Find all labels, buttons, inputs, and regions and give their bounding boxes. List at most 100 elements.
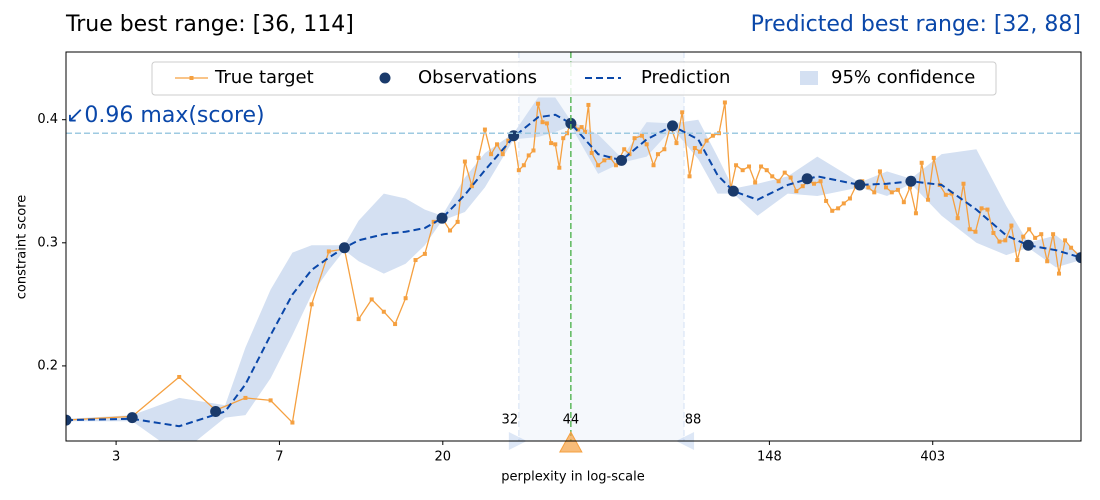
true-target-point [931,155,936,160]
observation [565,117,577,129]
true-target-point [883,185,888,190]
true-target-point [462,159,467,164]
true-target-point [589,150,594,155]
true-target-point [549,141,554,146]
observation [126,412,138,424]
true-target-point [1063,238,1068,243]
true-target-point [544,121,549,126]
legend-label: Prediction [641,67,730,88]
x-axis-label: perplexity in log-scale [501,470,644,485]
predicted-title: Predicted best range: [32, 88] [751,12,1081,37]
true-target-point [356,317,361,322]
true-target-point [557,165,562,170]
true-target-point [1051,232,1056,237]
true-target-point [967,227,972,232]
true-target-line [66,102,1081,424]
true-target-point [403,296,408,301]
true-target-point [782,170,787,175]
true-target-point [1045,259,1050,264]
true-target-point [955,216,960,221]
range-label: 32 [502,413,519,428]
true-target-point [908,185,913,190]
true-target-point [991,230,996,235]
x-tick-label: 3 [112,450,120,465]
true-target-point [1015,258,1020,263]
observation [854,179,866,191]
best-label: 44 [563,413,580,428]
true-target-point [622,147,627,152]
threshold-annotation: ↙0.96 max(score) [66,103,265,128]
true-target-point [692,146,697,151]
true-target-point [687,174,692,179]
true-target-point [764,168,769,173]
legend-label: 95% confidence [831,67,975,88]
true-target-point [913,211,918,216]
true-target-point [369,297,374,302]
observation [338,242,350,254]
observation [727,185,739,197]
x-tick-label: 20 [435,450,452,465]
true-target-point [309,302,314,307]
true-target-point [734,163,739,168]
true-target-point [1003,238,1008,243]
true-target-point [531,148,536,153]
true-target-point [583,130,588,135]
x-tick-label: 148 [757,450,782,465]
legend-swatch [189,76,194,80]
best-marker [558,430,583,453]
true-target-point [722,100,727,105]
true-target-point [985,207,990,212]
y-axis-label: constraint score [15,195,30,300]
true-target-point [680,110,685,115]
y-tick-label: 0.2 [37,358,58,373]
true-target-point [506,138,511,143]
observation [905,175,917,187]
true-target-point [776,179,781,184]
true-target-point [268,398,273,403]
true-target-point [1069,245,1074,250]
true-target-point [608,155,613,160]
observation [66,414,72,426]
true-target-point [1027,227,1032,232]
true-target-point [596,163,601,168]
true-target-point [455,219,460,224]
x-tick-label: 403 [920,450,945,465]
observation [616,154,628,166]
legend-box [151,61,997,96]
observation [801,173,813,185]
true-target-point [812,181,817,186]
true-target-point [800,184,805,189]
true-target-point [495,142,500,147]
true-target-point [877,169,882,174]
true-target-point [516,168,521,173]
true-target-point [476,155,481,160]
true-target-point [830,208,835,213]
true-target-point [579,125,584,130]
true-target-point [818,179,823,184]
true-target-point [836,206,841,211]
true-target-point [655,152,660,157]
true-target-point [889,190,894,195]
true-target-point [651,163,656,168]
true-target-point [565,131,570,136]
true-target-point [973,229,978,234]
prediction-line [66,113,1081,428]
true-target-point [576,127,581,132]
true-target-point [943,192,948,197]
true-target-point [448,228,453,233]
true-target-point [469,184,474,189]
true-target-point [644,142,649,147]
legend-swatch [800,71,818,85]
true-target-point [841,201,846,206]
true-target-point [602,158,607,163]
true-target-point [740,168,745,173]
chart-title: True best range: [36, 114] [65,12,354,37]
confidence-band [66,97,1081,441]
observation [1075,252,1081,264]
true-target-point [770,174,775,179]
true-target-point [1009,223,1014,228]
true-target-point [177,374,182,379]
true-target-point [704,138,709,143]
true-target-point [674,141,679,146]
legend-label: True target [214,67,314,88]
